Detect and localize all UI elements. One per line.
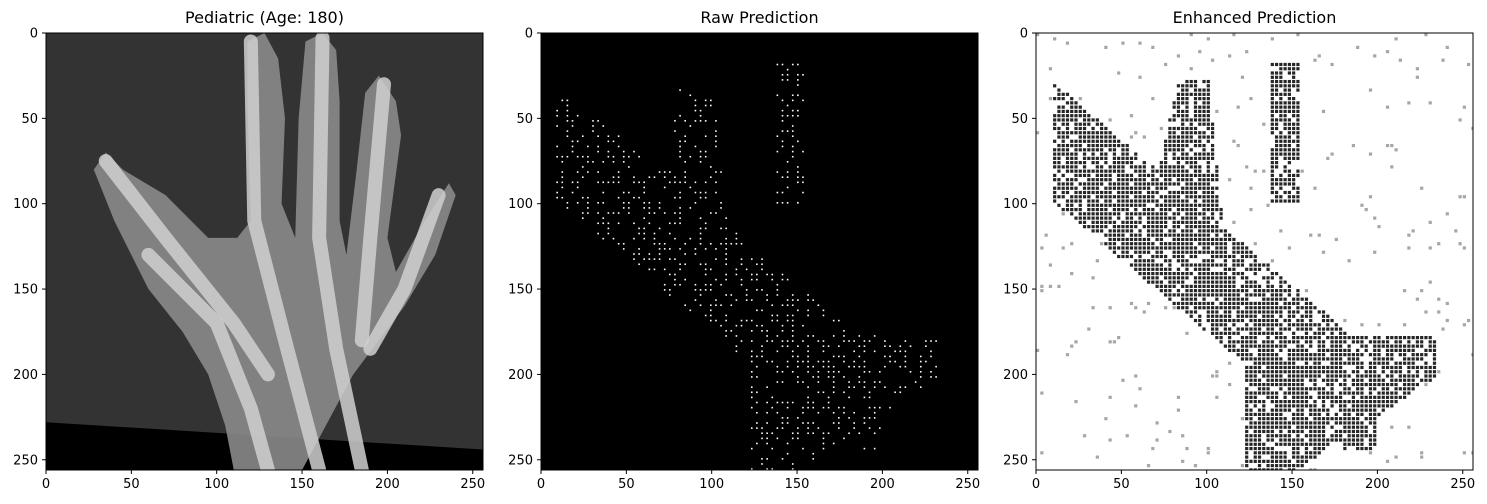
axes-frame bbox=[540, 32, 979, 471]
x-tick-label: 250 bbox=[955, 477, 980, 492]
panel-title: Enhanced Prediction bbox=[1173, 8, 1337, 27]
y-tick-label: 0 bbox=[30, 27, 38, 42]
y-tick-label: 0 bbox=[1020, 27, 1028, 42]
x-tick-label: 150 bbox=[290, 477, 315, 492]
panel-title: Raw Prediction bbox=[700, 8, 818, 27]
y-tick-label: 200 bbox=[1003, 368, 1028, 383]
raw-image bbox=[541, 33, 978, 470]
xray-image bbox=[46, 33, 483, 470]
x-tick-label: 100 bbox=[699, 477, 724, 492]
panel-title: Pediatric (Age: 180) bbox=[185, 8, 344, 27]
y-tick-label: 0 bbox=[525, 27, 533, 42]
x-tick-label: 50 bbox=[1113, 477, 1130, 492]
y-tick-label: 100 bbox=[1003, 197, 1028, 212]
x-tick-label: 0 bbox=[42, 477, 50, 492]
y-tick-label: 100 bbox=[508, 197, 533, 212]
x-tick-label: 200 bbox=[375, 477, 400, 492]
x-tick-label: 100 bbox=[204, 477, 229, 492]
axes-frame bbox=[1035, 32, 1474, 471]
x-tick-label: 200 bbox=[870, 477, 895, 492]
y-tick-label: 50 bbox=[21, 112, 38, 127]
x-tick-label: 150 bbox=[785, 477, 810, 492]
enhanced-image bbox=[1036, 33, 1473, 470]
x-tick-label: 200 bbox=[1365, 477, 1390, 492]
x-tick-label: 50 bbox=[123, 477, 140, 492]
y-tick-label: 100 bbox=[13, 197, 38, 212]
x-tick-label: 0 bbox=[537, 477, 545, 492]
x-tick-label: 0 bbox=[1032, 477, 1040, 492]
y-tick-label: 150 bbox=[13, 283, 38, 298]
axes-frame bbox=[45, 32, 484, 471]
y-tick-label: 200 bbox=[13, 368, 38, 383]
x-tick-label: 250 bbox=[460, 477, 485, 492]
y-tick-label: 250 bbox=[13, 453, 38, 468]
y-tick-label: 50 bbox=[516, 112, 533, 127]
x-tick-label: 150 bbox=[1280, 477, 1305, 492]
x-tick-label: 100 bbox=[1194, 477, 1219, 492]
x-tick-label: 50 bbox=[618, 477, 635, 492]
y-tick-label: 250 bbox=[1003, 453, 1028, 468]
x-tick-label: 250 bbox=[1450, 477, 1475, 492]
y-tick-label: 200 bbox=[508, 368, 533, 383]
y-tick-label: 150 bbox=[1003, 283, 1028, 298]
y-tick-label: 250 bbox=[508, 453, 533, 468]
y-tick-label: 150 bbox=[508, 283, 533, 298]
y-tick-label: 50 bbox=[1011, 112, 1028, 127]
